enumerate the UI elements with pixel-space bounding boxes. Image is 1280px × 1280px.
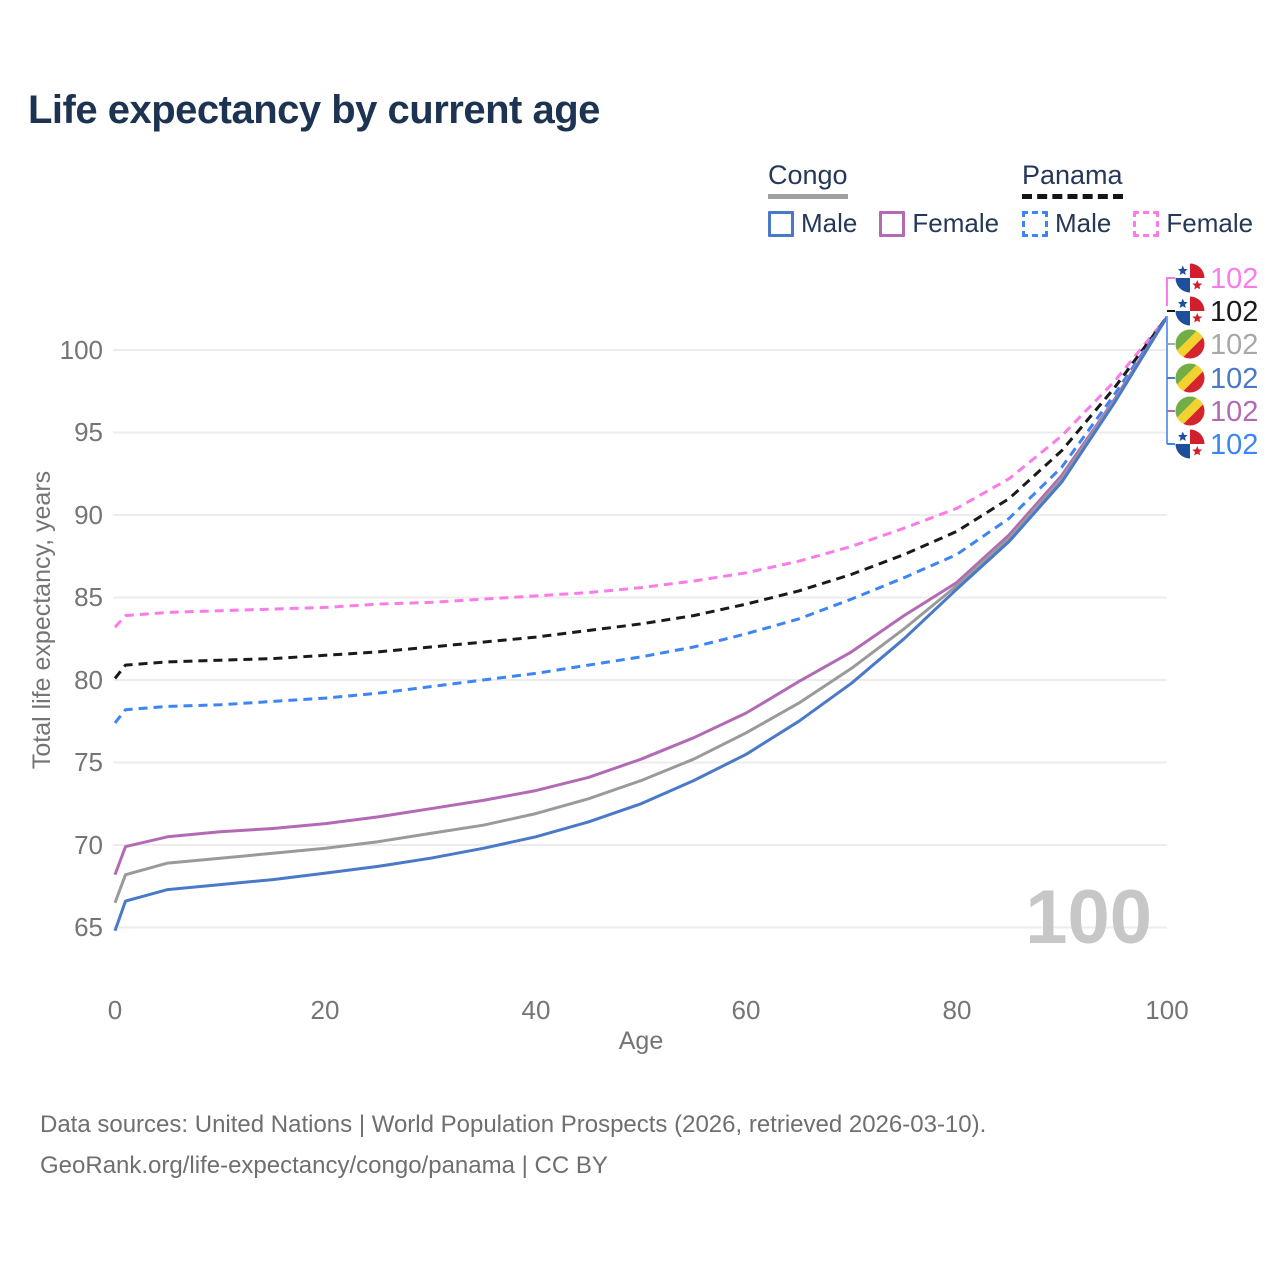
series-lines: [113, 316, 1169, 932]
y-tick-75: 75: [74, 747, 103, 777]
legend-header-panama: Panama: [1022, 160, 1123, 199]
x-tick-100: 100: [1145, 995, 1188, 1025]
y-tick-90: 90: [74, 500, 103, 530]
x-tick-60: 60: [732, 995, 761, 1025]
end-label-panama-male: 102: [1210, 429, 1258, 461]
legend-group-panama: Panama Male Female: [1022, 160, 1275, 239]
x-axis-title: Age: [619, 1027, 663, 1055]
legend-label-congo-male: Male: [801, 208, 858, 238]
legend-swatch-congo-male-icon: [768, 210, 794, 237]
legend-header-congo: Congo: [768, 160, 848, 199]
y-tick-70: 70: [74, 830, 103, 860]
leader-lines: [1166, 277, 1175, 445]
x-tick-40: 40: [522, 995, 551, 1025]
end-label-panama-both: 102: [1210, 296, 1258, 328]
age-watermark: 100: [1025, 875, 1152, 960]
chart-title: Life expectancy by current age: [28, 88, 600, 132]
y-tick-65: 65: [74, 912, 103, 942]
end-label-panama-female: 102: [1210, 263, 1258, 295]
footer-attribution: GeoRank.org/life-expectancy/congo/panama…: [40, 1152, 608, 1179]
x-tick-0: 0: [108, 995, 122, 1025]
legend-row-panama: Male Female: [1022, 208, 1275, 239]
x-tick-20: 20: [311, 995, 340, 1025]
y-tick-95: 95: [74, 417, 103, 447]
legend-swatch-panama-male-icon: [1022, 210, 1048, 237]
legend-swatch-panama-female-icon: [1133, 210, 1160, 237]
end-label-congo-female: 102: [1210, 396, 1258, 428]
legend-label-panama-male: Male: [1055, 208, 1112, 238]
end-label-congo-male: 102: [1210, 363, 1258, 395]
y-tick-85: 85: [74, 582, 103, 612]
footer-data-sources: Data sources: United Nations | World Pop…: [40, 1111, 987, 1138]
x-tick-80: 80: [943, 995, 972, 1025]
legend-row-congo: Male Female: [768, 208, 1021, 239]
legend-swatch-congo-female-icon: [879, 210, 906, 237]
gridlines: [113, 349, 1167, 929]
end-label-congo-both: 102: [1210, 329, 1258, 361]
legend-label-panama-female: Female: [1166, 208, 1254, 238]
y-axis-title: Total life expectancy, years: [28, 471, 56, 769]
y-tick-80: 80: [74, 665, 103, 695]
y-tick-100: 100: [60, 335, 103, 365]
legend-group-congo: Congo Male Female: [768, 160, 1021, 239]
footer: Data sources: United Nations | World Pop…: [40, 1104, 986, 1186]
legend-label-congo-female: Female: [912, 208, 1000, 238]
